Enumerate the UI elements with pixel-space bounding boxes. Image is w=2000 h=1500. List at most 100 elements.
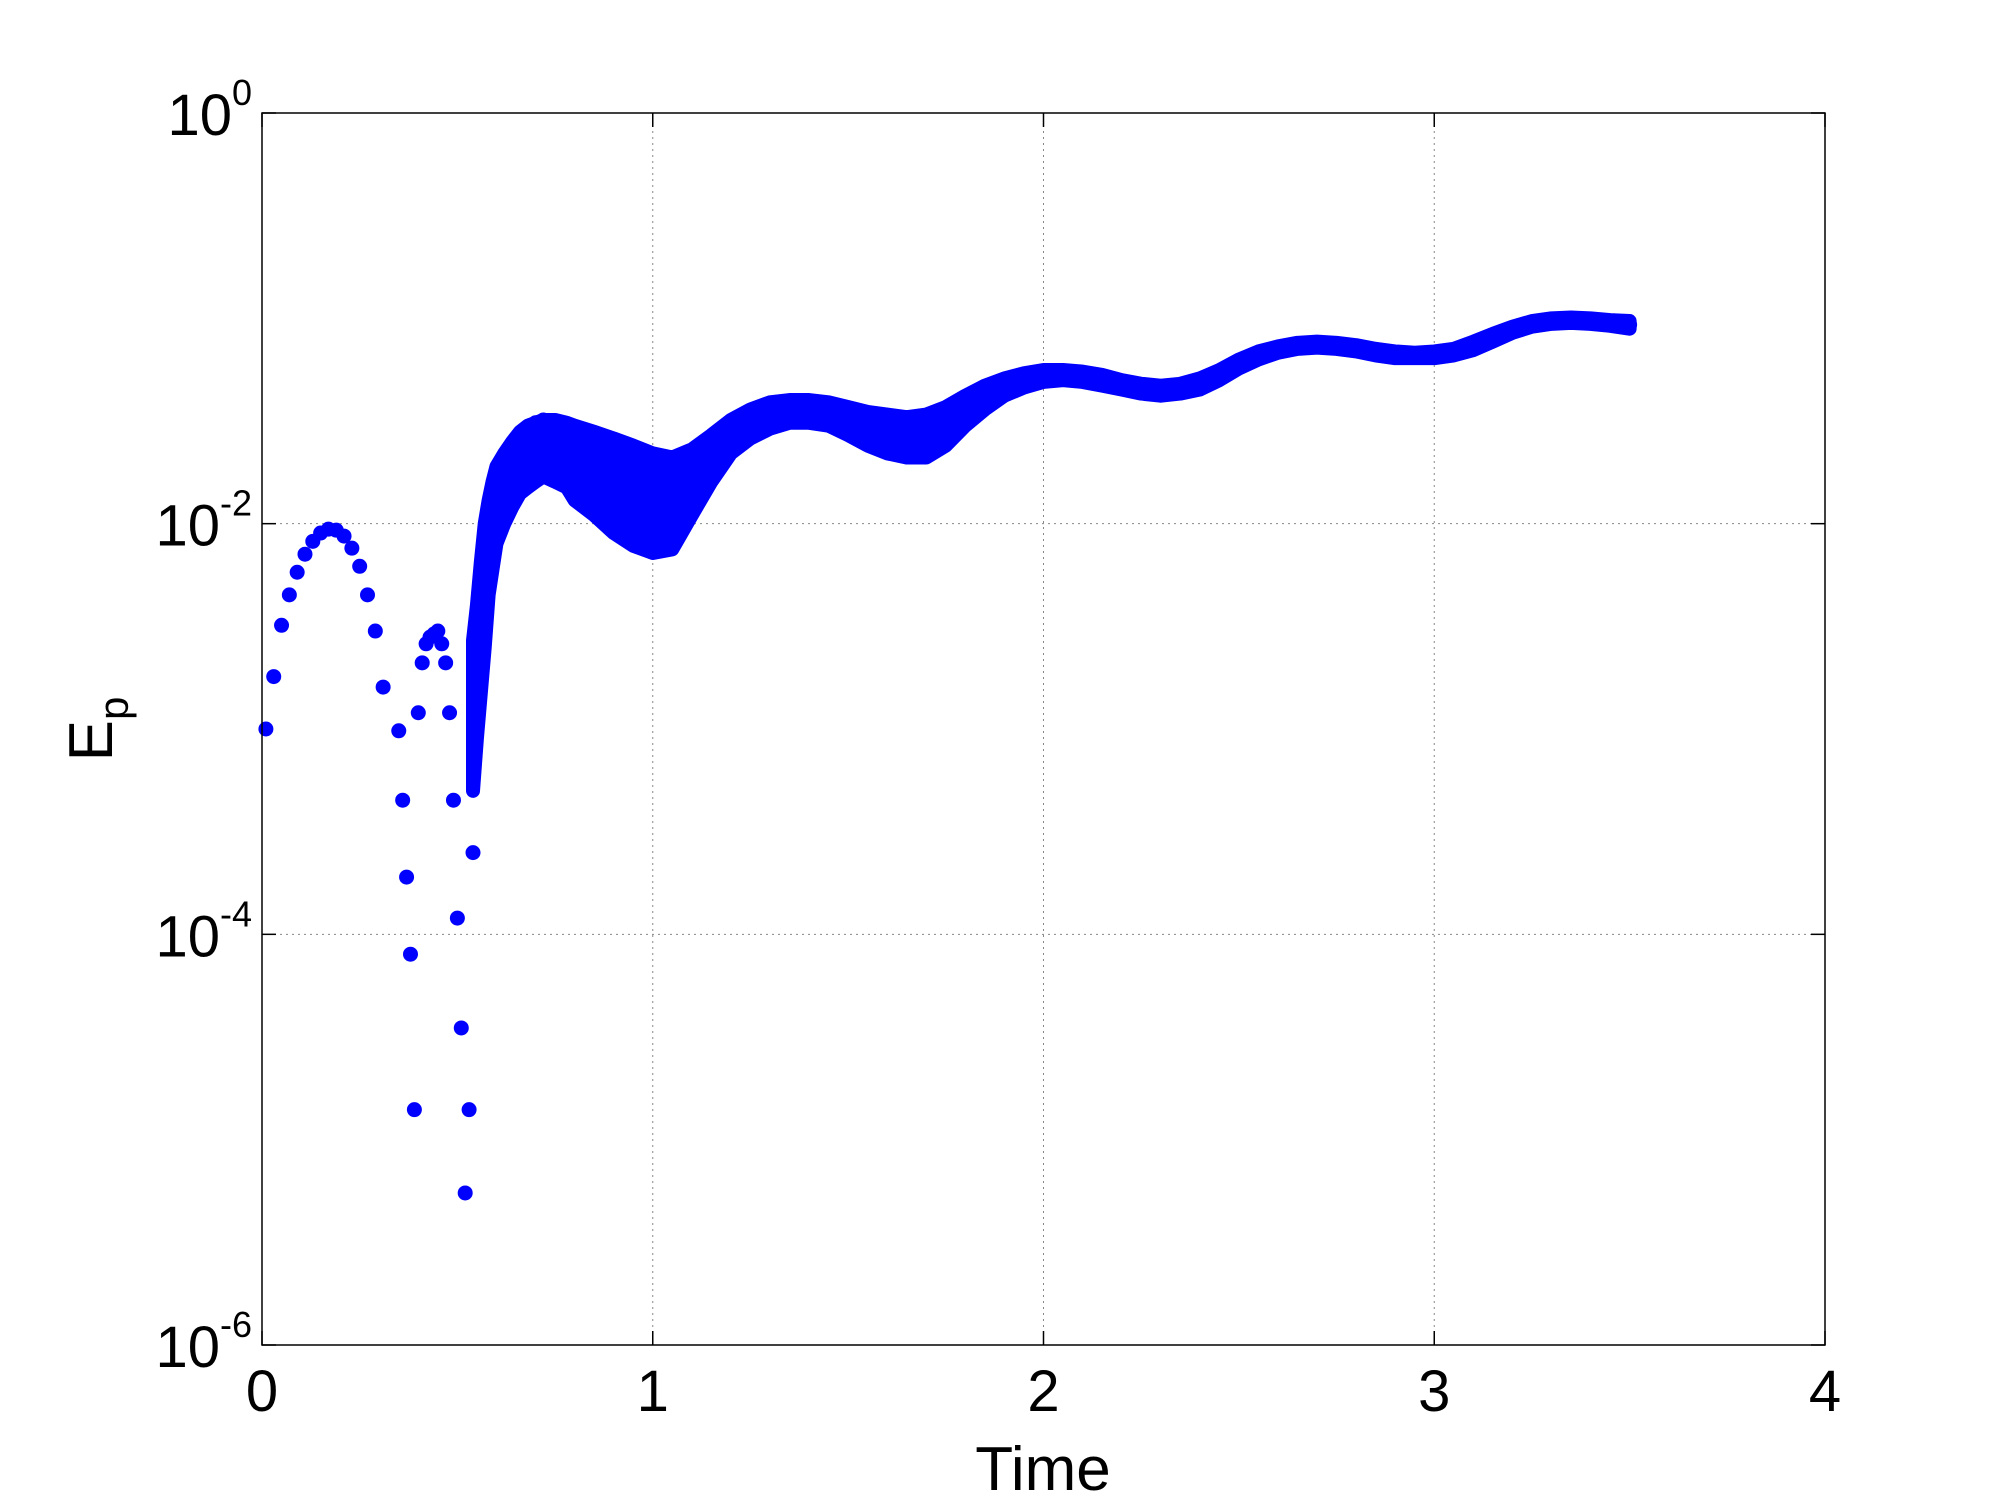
data-point	[399, 869, 415, 885]
data-point	[1133, 378, 1149, 394]
data-point	[1368, 343, 1384, 359]
x-tick-label: 2	[1027, 1359, 1059, 1424]
data-point	[1543, 312, 1559, 328]
svg-text:Ep: Ep	[57, 697, 137, 762]
data-point	[1075, 365, 1091, 381]
y-axis-label-main: E	[57, 720, 126, 761]
x-tick-label: 1	[637, 1359, 669, 1424]
data-point	[442, 705, 458, 721]
x-tick-labels: 0 1 2 3 4	[246, 1359, 1841, 1424]
data-point	[586, 434, 602, 450]
data-point	[1583, 312, 1599, 328]
data-point	[1348, 340, 1364, 356]
data-point	[918, 424, 934, 440]
data-point	[449, 910, 465, 926]
data-point	[391, 723, 407, 739]
data-point	[336, 528, 352, 544]
data-point	[1485, 330, 1501, 346]
data-point	[547, 415, 563, 431]
data-point	[762, 401, 778, 417]
data-point	[1387, 346, 1403, 362]
data-point	[488, 486, 504, 502]
y-tick-label: 10-6	[155, 1304, 252, 1380]
data-point	[1153, 380, 1169, 396]
data-point	[414, 655, 430, 671]
data-point	[1446, 345, 1462, 361]
data-point	[1192, 376, 1208, 392]
data-point	[289, 564, 305, 580]
data-point	[297, 546, 313, 562]
data-point	[606, 445, 622, 461]
data-point	[274, 617, 290, 633]
data-point	[473, 643, 489, 659]
data-point	[1114, 374, 1130, 390]
data-point	[434, 636, 450, 652]
x-axis-label: Time	[975, 1435, 1110, 1500]
data-point	[723, 421, 739, 437]
data-point	[1407, 347, 1423, 363]
data-point	[535, 412, 551, 428]
data-point	[266, 669, 282, 685]
data-point	[367, 623, 383, 639]
data-point	[879, 421, 895, 437]
data-point	[1211, 367, 1227, 383]
data-point	[1172, 380, 1188, 396]
data-point	[461, 1102, 477, 1118]
data-point	[977, 388, 993, 404]
data-point	[1524, 316, 1540, 332]
y-tick-label: 10-4	[155, 893, 252, 969]
data-point	[406, 1102, 422, 1118]
data-point	[1622, 317, 1638, 333]
data-point	[860, 415, 876, 431]
x-tick-label: 0	[246, 1359, 278, 1424]
data-point	[645, 468, 661, 484]
data-point	[352, 558, 368, 574]
data-point	[703, 438, 719, 454]
data-point	[344, 540, 360, 556]
data-point	[485, 507, 501, 523]
data-point	[430, 623, 446, 639]
data-point	[840, 407, 856, 423]
data-point	[438, 655, 454, 671]
data-point	[410, 705, 426, 721]
data-point	[957, 401, 973, 417]
data-point	[801, 397, 817, 413]
data-point	[477, 587, 493, 603]
data-point	[504, 445, 520, 461]
data-point	[938, 415, 954, 431]
ticks	[261, 112, 1826, 1346]
data-point	[996, 378, 1012, 394]
data-point	[664, 474, 680, 490]
data-point	[453, 1020, 469, 1036]
data-point	[1055, 364, 1071, 380]
data-point	[742, 409, 758, 425]
plot-background	[262, 113, 1825, 1345]
data-point	[496, 463, 512, 479]
grid	[262, 113, 1825, 1345]
data-point	[360, 587, 376, 603]
data-point	[1602, 315, 1618, 331]
data-point	[684, 458, 700, 474]
data-point	[465, 845, 481, 861]
x-tick-label: 4	[1809, 1359, 1841, 1424]
data-point	[281, 587, 297, 603]
x-tick-label: 3	[1418, 1359, 1450, 1424]
data-point	[625, 454, 641, 470]
data-point	[1329, 337, 1345, 353]
data-point	[457, 1185, 473, 1201]
data-points	[258, 311, 1638, 1201]
data-point	[1231, 356, 1247, 372]
data-point	[1036, 365, 1051, 381]
data-point	[469, 698, 485, 714]
data-point	[1270, 341, 1286, 357]
data-point	[567, 424, 583, 440]
data-point	[1250, 347, 1266, 363]
data-point	[782, 397, 798, 413]
data-point	[1465, 338, 1481, 354]
data-point	[402, 946, 418, 962]
y-tick-label: 100	[167, 72, 252, 148]
data-point	[1309, 336, 1325, 352]
data-point	[258, 721, 274, 737]
data-point	[821, 399, 837, 415]
